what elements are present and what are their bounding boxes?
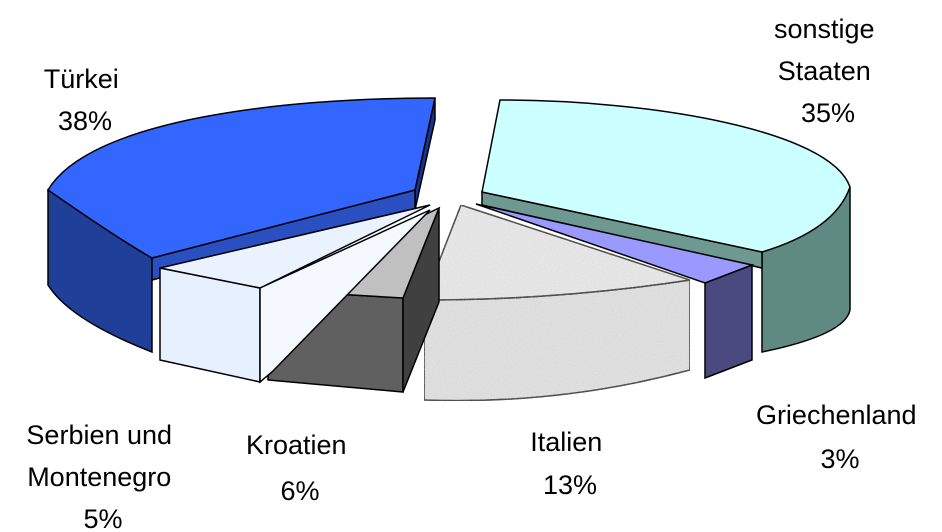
slice-griechenland: [475, 203, 755, 380]
slice-griechenland-side: [704, 263, 753, 380]
slice-tuerkei-top: [46, 97, 436, 259]
slice-italien: [422, 204, 691, 402]
slice-serbien-montenegro: [159, 204, 431, 384]
slice-serbien-side: [259, 209, 431, 384]
slice-italien-top: [422, 204, 691, 301]
label-serbien-montenegro: Serbien und Montenegro 5%: [26, 420, 179, 532]
label-tuerkei: Türkei 38%: [44, 64, 127, 136]
slice-sonstige-staaten: [481, 99, 851, 353]
slice-serbien-top: [159, 204, 431, 289]
slice-griechenland-top: [475, 203, 755, 284]
slice-sonstige-top: [481, 99, 851, 253]
label-sonstige-staaten: sonstige Staaten 35%: [774, 14, 882, 128]
label-italien: Italien 13%: [530, 427, 610, 500]
label-griechenland: Griechenland 3%: [756, 400, 924, 474]
label-kroatien: Kroatien 6%: [246, 430, 354, 506]
